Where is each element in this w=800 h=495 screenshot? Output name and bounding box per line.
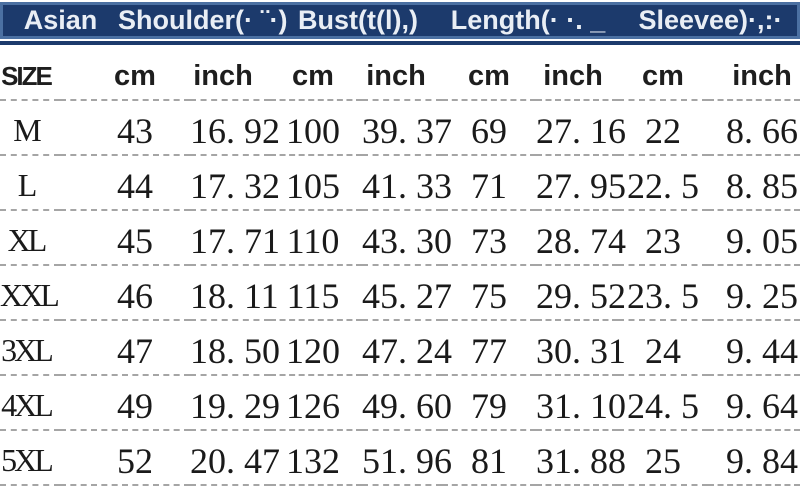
table-row-xxl: XXL 46 18. 11 115 45. 27 75 29. 52 23. 5… [0, 265, 800, 321]
value-cell: 77 [442, 320, 536, 376]
size-chart-table: SIZE cm inch cm inch cm inch cm inch M 4… [0, 45, 800, 486]
size-cell: XL [0, 210, 60, 266]
value-cell: 39. 37 [362, 100, 452, 156]
value-cell: 9. 25 [708, 265, 800, 321]
table-row-3xl: 3XL 47 18. 50 120 47. 24 77 30. 31 24 9.… [0, 320, 800, 376]
header-divider [0, 41, 800, 45]
value-cell: 110 [270, 210, 362, 266]
value-cell: 23. 5 [618, 265, 708, 321]
table-header-bar: Asian Shoulder(· ¨·) Bust(t(l),) Length(… [0, 2, 800, 39]
value-cell: 46 [60, 265, 190, 321]
value-cell: 24. 5 [618, 375, 708, 431]
table-row-l: L 44 17. 32 105 41. 33 71 27. 95 22. 5 8… [0, 155, 800, 211]
value-cell: 17. 71 [190, 210, 280, 266]
header-column-asian: Asian [23, 5, 98, 35]
value-cell: 22. 5 [618, 155, 708, 211]
value-cell: 22 [618, 100, 708, 156]
unit-header-length-cm: cm [442, 45, 536, 101]
value-cell: 8. 85 [708, 155, 800, 211]
unit-header-shoulder-cm: cm [60, 45, 190, 101]
value-cell: 24 [618, 320, 708, 376]
value-cell: 100 [270, 100, 362, 156]
value-cell: 16. 92 [190, 100, 280, 156]
table-row-4xl: 4XL 49 19. 29 126 49. 60 79 31. 10 24. 5… [0, 375, 800, 431]
size-cell: 3XL [0, 320, 60, 376]
value-cell: 9. 64 [708, 375, 800, 431]
value-cell: 9. 84 [708, 430, 800, 486]
value-cell: 31. 88 [536, 430, 626, 486]
value-cell: 27. 95 [536, 155, 626, 211]
size-cell: 5XL [0, 430, 60, 486]
header-column-sleeve: Sleevee)·,:· [638, 5, 783, 35]
value-cell: 73 [442, 210, 536, 266]
size-cell: 4XL [0, 375, 60, 431]
value-cell: 105 [270, 155, 362, 211]
value-cell: 20. 47 [190, 430, 280, 486]
value-cell: 28. 74 [536, 210, 626, 266]
value-cell: 75 [442, 265, 536, 321]
value-cell: 115 [270, 265, 362, 321]
value-cell: 49. 60 [362, 375, 452, 431]
value-cell: 17. 32 [190, 155, 280, 211]
value-cell: 41. 33 [362, 155, 452, 211]
table-row-xl: XL 45 17. 71 110 43. 30 73 28. 74 23 9. … [0, 210, 800, 266]
value-cell: 25 [618, 430, 708, 486]
header-column-bust: Bust(t(l),) [298, 5, 418, 35]
value-cell: 51. 96 [362, 430, 452, 486]
value-cell: 81 [442, 430, 536, 486]
value-cell: 120 [270, 320, 362, 376]
value-cell: 18. 11 [190, 265, 279, 321]
table-row-5xl: 5XL 52 20. 47 132 51. 96 81 31. 88 25 9.… [0, 430, 800, 486]
size-cell: XXL [0, 265, 60, 321]
value-cell: 45 [60, 210, 190, 266]
unit-header-sleeve-inch: inch [708, 45, 800, 101]
value-cell: 9. 05 [708, 210, 800, 266]
value-cell: 30. 31 [536, 320, 626, 376]
value-cell: 45. 27 [362, 265, 452, 321]
value-cell: 43. 30 [362, 210, 452, 266]
unit-header-length-inch: inch [536, 45, 618, 101]
value-cell: 29. 52 [536, 265, 626, 321]
value-cell: 71 [442, 155, 536, 211]
value-cell: 52 [60, 430, 190, 486]
value-cell: 9. 44 [708, 320, 800, 376]
value-cell: 19. 29 [190, 375, 280, 431]
value-cell: 47. 24 [362, 320, 452, 376]
value-cell: 126 [270, 375, 362, 431]
value-cell: 49 [60, 375, 190, 431]
value-cell: 79 [442, 375, 536, 431]
value-cell: 31. 10 [536, 375, 626, 431]
size-column-header: SIZE [0, 45, 60, 101]
unit-header-shoulder-inch: inch [190, 45, 270, 101]
value-cell: 8. 66 [708, 100, 800, 156]
unit-header-bust-cm: cm [270, 45, 362, 101]
table-row-m: M 43 16. 92 100 39. 37 69 27. 16 22 8. 6… [0, 100, 800, 156]
value-cell: 23 [618, 210, 708, 266]
header-column-length: Length(· ·. _ [450, 5, 606, 35]
size-cell: L [0, 155, 60, 211]
value-cell: 43 [60, 100, 190, 156]
value-cell: 44 [60, 155, 190, 211]
unit-header-sleeve-cm: cm [618, 45, 708, 101]
value-cell: 18. 50 [190, 320, 280, 376]
value-cell: 27. 16 [536, 100, 626, 156]
units-row: SIZE cm inch cm inch cm inch cm inch [0, 45, 800, 101]
header-column-shoulder: Shoulder(· ¨·) [118, 5, 288, 35]
unit-header-bust-inch: inch [362, 45, 442, 101]
value-cell: 132 [270, 430, 362, 486]
value-cell: 47 [60, 320, 190, 376]
size-cell: M [0, 100, 60, 156]
value-cell: 69 [442, 100, 536, 156]
